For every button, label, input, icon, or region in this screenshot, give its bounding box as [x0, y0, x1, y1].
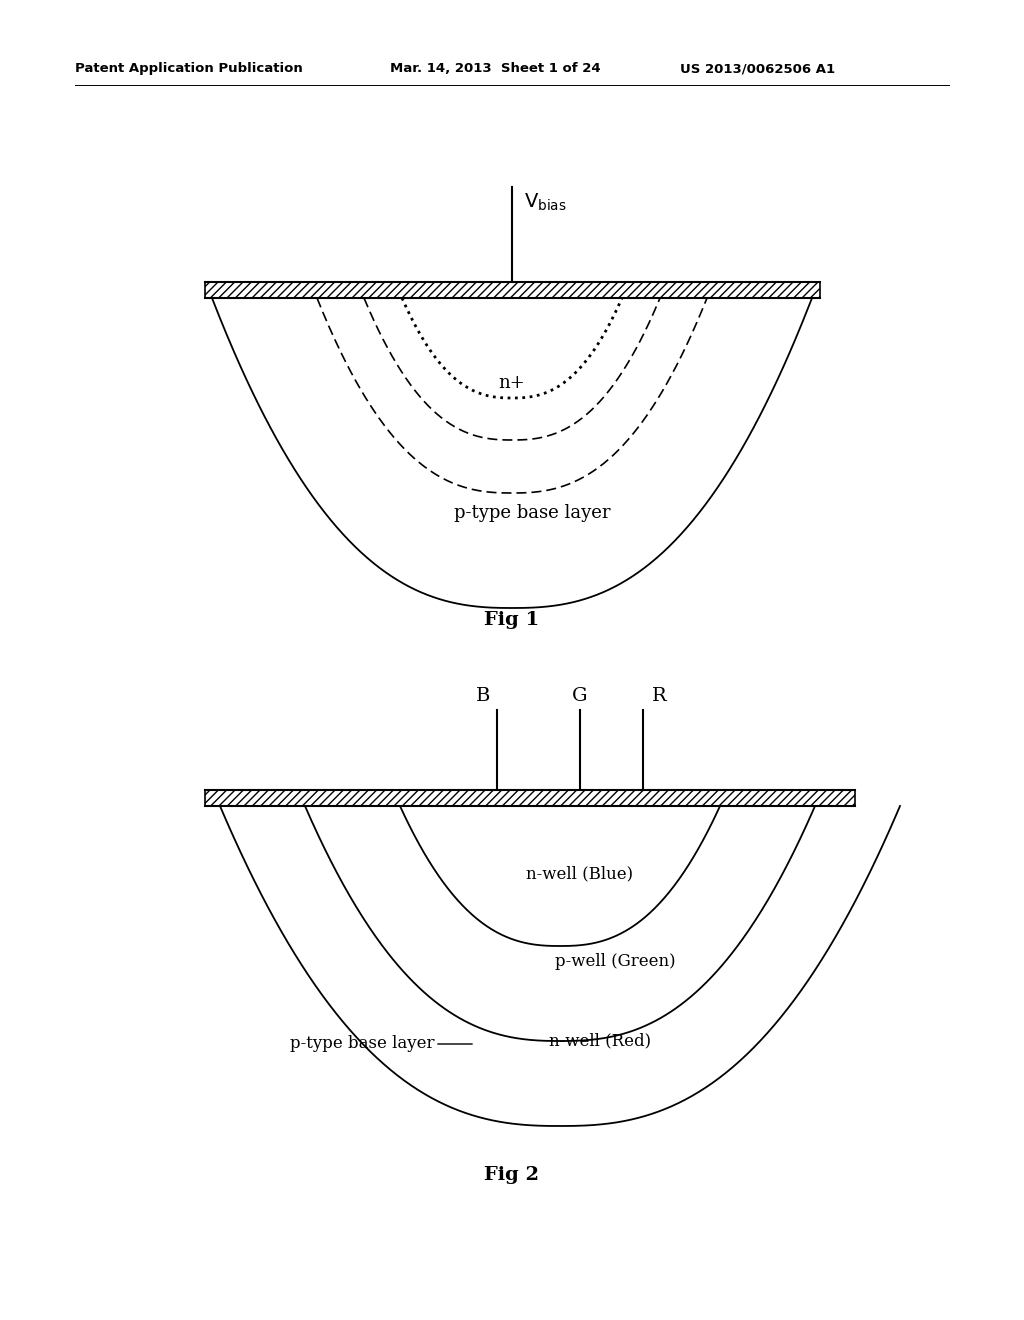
Bar [205, 282, 820, 298]
Text: n-well (Blue): n-well (Blue) [526, 866, 634, 883]
Text: R: R [651, 686, 667, 705]
Text: $\mathrm{V_{bias}}$: $\mathrm{V_{bias}}$ [524, 191, 566, 214]
Text: B: B [476, 686, 490, 705]
Text: US 2013/0062506 A1: US 2013/0062506 A1 [680, 62, 836, 75]
Text: Mar. 14, 2013  Sheet 1 of 24: Mar. 14, 2013 Sheet 1 of 24 [390, 62, 601, 75]
Text: Patent Application Publication: Patent Application Publication [75, 62, 303, 75]
Text: n+: n+ [499, 374, 525, 392]
Text: p-type base layer: p-type base layer [454, 504, 610, 521]
Text: G: G [572, 686, 588, 705]
Text: p-well (Green): p-well (Green) [555, 953, 675, 969]
Text: Fig 2: Fig 2 [484, 1166, 540, 1184]
Text: Fig 1: Fig 1 [484, 611, 540, 630]
Text: p-type base layer: p-type base layer [290, 1035, 434, 1052]
Bar [205, 789, 855, 807]
Text: n-well (Red): n-well (Red) [549, 1032, 651, 1049]
